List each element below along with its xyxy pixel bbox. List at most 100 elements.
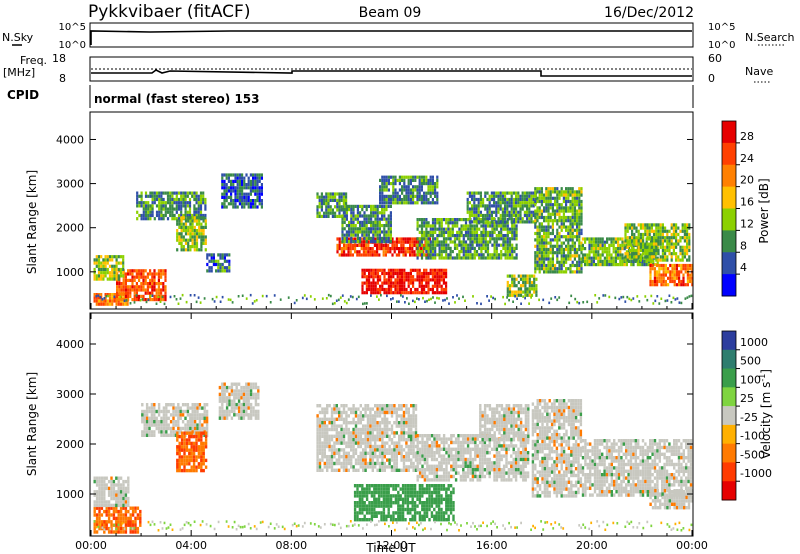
power-cell [532,197,535,202]
power-cell [164,272,167,276]
power-cell [651,267,654,271]
power-cell [680,263,683,268]
power-cell [460,250,463,254]
power-cell [556,251,559,255]
power-cell [648,242,651,246]
power-cell [528,207,531,211]
power-cell [122,274,125,278]
power-cell [567,219,570,223]
power-cell [543,267,546,271]
power-cell [588,240,591,244]
velocity-cell [155,416,158,420]
power-cell [376,217,379,221]
power-cell [378,243,381,247]
power-cell [670,301,673,304]
power-cell [119,295,122,299]
power-cell [249,173,252,177]
power-cell [254,186,257,190]
velocity-cell [150,403,154,407]
power-cell [135,272,138,276]
power-cell [683,252,686,256]
power-cell [164,275,167,279]
power-cell [416,221,419,225]
velocity-cell [316,448,319,452]
power-cell [153,294,156,298]
power-cell [540,260,543,264]
velocity-cell [115,509,118,514]
power-cell [157,282,160,286]
power-cell [526,201,529,205]
power-cell [396,281,399,285]
velocity-cell [204,458,208,463]
power-cell [495,237,498,241]
power-cell [405,191,408,195]
power-cell [356,243,359,247]
power-cell [651,263,654,268]
power-cell [407,198,410,202]
power-cell [467,227,470,231]
power-cell [407,284,410,288]
power-cell [590,263,593,267]
velocity-cell [247,402,250,407]
power-cell [504,224,507,228]
power-cell [202,238,205,242]
velocity-cell [192,458,196,463]
power-cell [372,233,375,237]
power-cell [543,251,546,255]
velocity-cell [139,513,142,517]
power-cell [549,203,552,207]
power-cell [668,252,671,256]
velocity-cell [165,423,168,427]
power-cell [565,196,568,200]
power-cell [157,298,160,302]
power-cell [543,247,546,252]
power-cell [93,258,96,262]
power-cell [560,222,563,226]
velocity-cell [254,402,258,407]
power-cell [341,208,344,212]
power-cell [349,295,352,298]
power-cell [597,256,600,260]
power-cell [427,240,430,244]
velocity-cell [321,427,324,432]
power-cell [133,285,136,289]
power-cell [547,190,550,194]
power-cell [352,204,355,208]
power-cell [383,271,386,276]
power-cell [638,300,641,303]
power-cell [601,263,604,267]
power-cell [260,202,263,206]
power-cell [671,273,674,277]
power-cell [149,282,152,286]
velocity-cell [119,493,123,497]
velocity-cell [129,513,132,517]
velocity-cell [190,465,193,469]
power-cell [427,250,430,254]
power-cell [418,250,421,254]
velocity-cell [115,493,118,497]
power-cell [401,287,404,292]
power-cell [236,195,239,199]
power-cell [140,272,143,276]
power-cell [646,248,649,253]
velocity-cell [205,420,209,424]
velocity-cell [183,462,186,466]
power-cell [464,256,468,260]
power-cell [558,231,561,236]
power-cell [381,217,384,221]
power-cell [471,234,474,238]
power-cell [387,268,390,272]
velocity-cell [145,416,149,420]
power-cell [236,189,239,193]
power-cell [149,213,152,218]
power-cell [374,211,377,215]
power-cell [646,255,649,259]
power-cell [334,214,337,218]
power-cell [436,175,439,179]
power-cell [560,228,563,232]
power-cell [409,240,412,244]
power-cell [648,245,651,249]
velocity-cell [202,448,205,452]
power-cell [166,201,170,205]
power-cell [542,298,545,302]
